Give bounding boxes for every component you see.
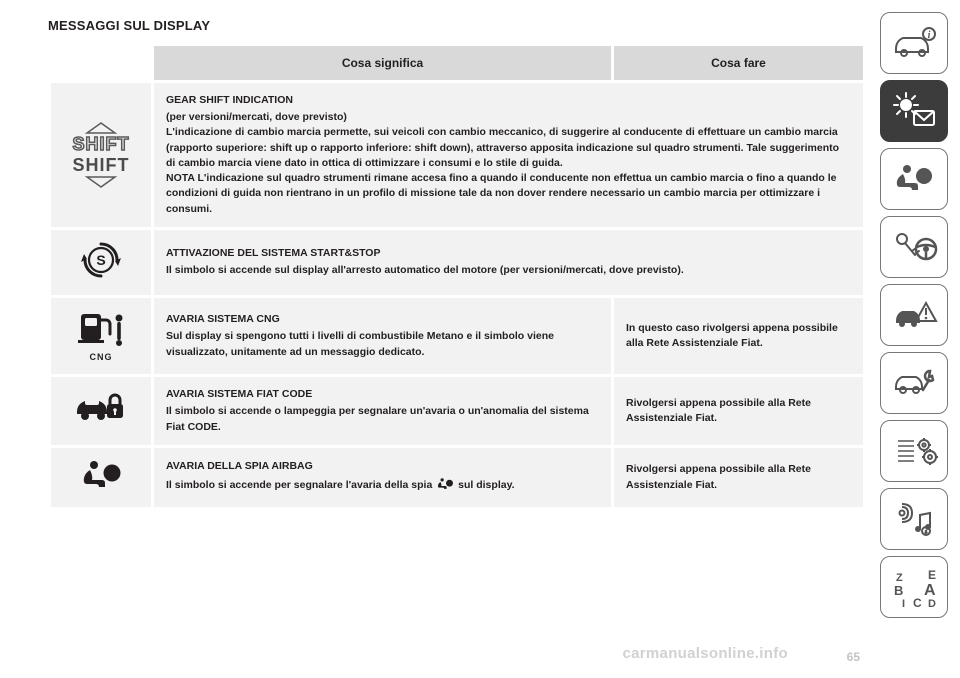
- row-icon-airbag: [50, 446, 153, 508]
- tab-safety-airbag[interactable]: [880, 148, 948, 210]
- cng-label: CNG: [55, 351, 147, 364]
- row-icon-cng: CNG: [50, 296, 153, 375]
- index-letter: B: [894, 583, 903, 598]
- cng-pump-icon: [75, 308, 127, 348]
- car-info-icon: i: [890, 23, 938, 63]
- index-letter: I: [902, 598, 905, 610]
- airbag-inline-icon: [436, 477, 454, 496]
- airbag-seated-icon: [79, 458, 123, 492]
- watermark: carmanualsonline.info: [623, 645, 789, 662]
- alphabetical-index-icon: Z B I C E A D: [888, 563, 940, 611]
- crash-warning-icon: [890, 295, 938, 335]
- tab-service-wrench[interactable]: [880, 352, 948, 414]
- svg-text:S: S: [96, 252, 105, 268]
- row-note: NOTA L'indicazione sul quadro strumenti …: [166, 172, 837, 214]
- row-body-before: Il simbolo si accende per segnalare l'av…: [166, 479, 435, 491]
- row-body: Il simbolo si accende o lampeggia per se…: [166, 405, 589, 432]
- row-title: AVARIA DELLA SPIA AIRBAG: [166, 459, 599, 474]
- row-content: AVARIA SISTEMA FIAT CODE Il simbolo si a…: [153, 376, 613, 447]
- row-icon-shift: SHIFT SHIFT: [50, 82, 153, 229]
- row-title: AVARIA SISTEMA CNG: [166, 312, 599, 327]
- tab-settings-gears[interactable]: [880, 420, 948, 482]
- row-todo: In questo caso rivolgersi appena possibi…: [613, 296, 865, 375]
- tab-key-steering[interactable]: [880, 216, 948, 278]
- row-body: L'indicazione di cambio marcia permette,…: [166, 126, 839, 168]
- row-content: AVARIA DELLA SPIA AIRBAG Il simbolo si a…: [153, 446, 613, 508]
- tab-alphabetical-index[interactable]: Z B I C E A D: [880, 556, 948, 618]
- row-subtitle: (per versioni/mercati, dove previsto): [166, 111, 347, 123]
- index-letter: D: [928, 598, 936, 610]
- table-row: SHIFT SHIFT GEAR SHIFT INDICATION (per v…: [50, 82, 865, 229]
- settings-gears-icon: [890, 431, 938, 471]
- shift-up-label: SHIFT: [73, 134, 130, 154]
- row-icon-fiatcode: [50, 376, 153, 447]
- warning-lights-icon: [890, 91, 938, 131]
- index-letter: E: [928, 568, 936, 582]
- fiat-code-icon: [73, 390, 129, 426]
- row-body: Il simbolo si accende sul display all'ar…: [166, 264, 684, 276]
- page-number: 65: [847, 650, 860, 664]
- svg-text:i: i: [928, 30, 931, 41]
- table-row: AVARIA DELLA SPIA AIRBAG Il simbolo si a…: [50, 446, 865, 508]
- airbag-tab-icon: [890, 159, 938, 199]
- table-row: S ATTIVAZIONE DEL SISTEMA START&STOP Il …: [50, 228, 865, 296]
- row-todo: Rivolgersi appena possibile alla Rete As…: [613, 376, 865, 447]
- index-letter: C: [913, 596, 922, 610]
- row-icon-startstop: S: [50, 228, 153, 296]
- tab-nav-music[interactable]: [880, 488, 948, 550]
- header-meaning: Cosa significa: [153, 45, 613, 82]
- messages-table: Cosa significa Cosa fare SHIFT SHIFT: [48, 43, 866, 510]
- shift-down-label: SHIFT: [73, 155, 130, 175]
- key-steering-icon: [890, 227, 938, 267]
- header-todo: Cosa fare: [613, 45, 865, 82]
- nav-music-icon: [890, 499, 938, 539]
- shift-indicator-icon: SHIFT SHIFT: [55, 122, 147, 188]
- start-stop-icon: S: [81, 240, 121, 280]
- page-title: MESSAGGI SUL DISPLAY: [48, 18, 866, 33]
- section-tabs-sidebar: i: [880, 0, 960, 678]
- tab-vehicle-info[interactable]: i: [880, 12, 948, 74]
- service-wrench-icon: [890, 363, 938, 403]
- tab-warning-lights[interactable]: [880, 80, 948, 142]
- row-title: AVARIA SISTEMA FIAT CODE: [166, 387, 599, 402]
- row-title: ATTIVAZIONE DEL SISTEMA START&STOP: [166, 246, 851, 261]
- row-body: Sul display si spengono tutti i livelli …: [166, 330, 554, 357]
- row-content: ATTIVAZIONE DEL SISTEMA START&STOP Il si…: [153, 228, 865, 296]
- tab-crash-warning[interactable]: [880, 284, 948, 346]
- row-content: GEAR SHIFT INDICATION (per versioni/merc…: [153, 82, 865, 229]
- row-content: AVARIA SISTEMA CNG Sul display si spengo…: [153, 296, 613, 375]
- index-letter: A: [924, 582, 936, 599]
- row-title: GEAR SHIFT INDICATION: [166, 93, 851, 108]
- row-body-after: sul display.: [458, 479, 514, 491]
- row-todo: Rivolgersi appena possibile alla Rete As…: [613, 446, 865, 508]
- table-row: AVARIA SISTEMA FIAT CODE Il simbolo si a…: [50, 376, 865, 447]
- table-row: CNG AVARIA SISTEMA CNG Sul display si sp…: [50, 296, 865, 375]
- table-header-row: Cosa significa Cosa fare: [50, 45, 865, 82]
- header-blank: [50, 45, 153, 82]
